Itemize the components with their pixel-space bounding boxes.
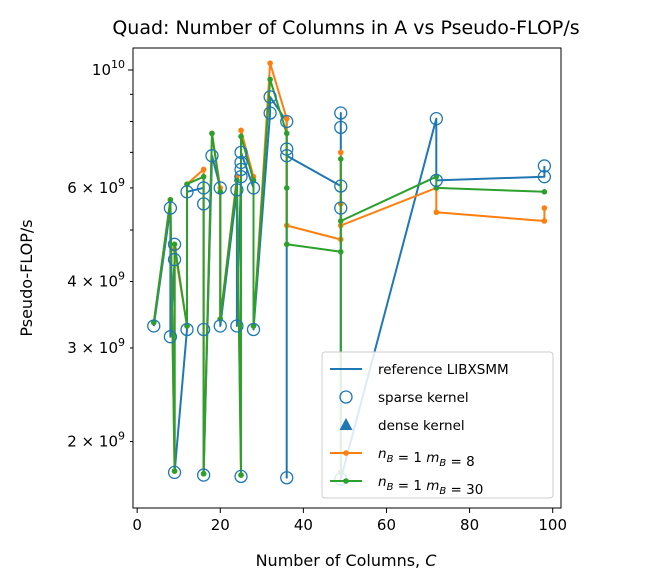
series-2-point-2 [171, 468, 178, 474]
sparse-kernel-marker-31 [334, 106, 348, 120]
sparse-kernel-marker-11 [196, 468, 211, 482]
series-2-point-3 [171, 241, 178, 248]
sparse-kernel-marker-32 [334, 120, 348, 135]
sparse-kernel-marker-14 [213, 319, 227, 333]
series-2-point-8 [209, 130, 215, 137]
series-2-point-18 [283, 185, 290, 191]
sparse-kernel-marker-9 [196, 197, 211, 211]
x-axis: 0 20 40 60 80 100 [132, 508, 567, 534]
series-2-point-4 [184, 323, 190, 329]
sparse-kernel-marker-21 [234, 145, 248, 160]
series-2-point-12 [238, 472, 244, 478]
legend-label-0: reference LIBXSMM [378, 362, 509, 378]
sparse-kernel-marker-23 [246, 322, 261, 337]
chart-title: Quad: Number of Columns in A vs Pseudo-F… [112, 17, 579, 39]
legend-label-4: nB = 1 mB = 30 [378, 474, 483, 498]
sparse-kernel-marker-30 [334, 179, 348, 193]
sparse-kernel-marker-18 [234, 469, 248, 484]
sparse-kernel-marker-22 [246, 181, 261, 195]
y-minor-tick-label-0: 2 × 109 [67, 430, 125, 451]
legend-handle-dot-3 [343, 450, 349, 456]
series-1-point-20 [337, 149, 344, 156]
series-2-point-7 [200, 470, 207, 477]
sparse-kernel-marker-6 [180, 322, 194, 337]
sparse-kernel-marker-25 [263, 90, 277, 104]
sparse-kernel-marker-28 [280, 471, 294, 485]
sparse-kernel-marker-19 [234, 162, 248, 177]
series-2-point-26 [541, 189, 548, 195]
series-2-point-24 [433, 173, 440, 180]
x-axis-label: Number of Columns, C [256, 551, 438, 570]
series-2-point-15 [250, 323, 257, 329]
x-tick-label-2: 40 [294, 516, 313, 534]
series-1-point-26 [541, 205, 548, 211]
legend-label-3: nB = 1 mB = 8 [378, 446, 475, 470]
x-axis-label-text: Number of Columns, [256, 551, 426, 570]
sparse-kernel-marker-15 [230, 183, 244, 197]
sparse-kernel-marker-29 [280, 149, 294, 163]
sparse-kernel-marker-8 [196, 181, 211, 195]
sparse-kernel-marker-12 [205, 149, 219, 163]
sparse-kernel-marker-38 [537, 159, 552, 173]
legend-label-1: sparse kernel [378, 390, 469, 406]
series-2-point-17 [283, 130, 290, 137]
plot-frame [132, 47, 562, 509]
series-2-point-10 [217, 316, 224, 322]
y-minor-tick-label-3: 6 × 109 [67, 176, 125, 197]
x-tick-label-4: 80 [460, 516, 479, 534]
series-2-point-6 [200, 173, 207, 180]
y-axis: 1010 2 × 109 3 × 109 4 × 109 6 × 109 [67, 58, 133, 451]
sparse-kernel-marker-0 [147, 319, 161, 333]
series-2-point-13 [238, 133, 244, 140]
sparse-kernel-marker-24 [263, 106, 277, 120]
sparse-kernel-marker-16 [230, 319, 244, 333]
sparse-kernel-marker-13 [213, 181, 227, 195]
legend-label-2: dense kernel [378, 418, 465, 434]
sparse-kernel-marker-36 [429, 173, 443, 188]
series-2-point-1 [167, 196, 174, 203]
y-minor-tick-label-1: 3 × 109 [67, 336, 125, 357]
x-tick-label-5: 100 [538, 516, 567, 534]
series-2-point-0 [150, 319, 157, 326]
legend-handle-dot-4 [343, 478, 349, 484]
x-tick-label-0: 0 [132, 516, 142, 534]
series-2-point-23 [337, 218, 344, 224]
legend-box [321, 351, 554, 499]
sparse-kernel-marker-3 [167, 252, 182, 267]
series-1-point-16 [267, 60, 273, 66]
y-major-tick-label-0: 1010 [92, 58, 125, 79]
x-axis-label-variable: C [425, 551, 437, 570]
series-1-point-17 [283, 115, 290, 122]
sparse-kernel-marker-1 [163, 201, 178, 215]
y-axis-label: Pseudo-FLOP/s [17, 219, 36, 336]
series-2-point-19 [283, 241, 290, 248]
sparse-kernel-marker-35 [429, 112, 443, 126]
legend-handle-circle-1 [339, 390, 353, 404]
sparse-kernel-marker-4 [167, 237, 182, 251]
sparse-kernel-marker-27 [280, 142, 294, 156]
series-1-point-25 [541, 218, 548, 224]
sparse-kernel-marker-17 [234, 170, 248, 184]
series-1-point-6 [200, 166, 207, 173]
y-minor-tick-label-2: 4 × 109 [67, 270, 125, 291]
sparse-kernel-marker-10 [196, 322, 211, 337]
sparse-kernel-marker-37 [537, 170, 552, 184]
series-1-point-13 [238, 127, 244, 134]
legend: reference LIBXSMM sparse kernel dense kern… [321, 351, 554, 499]
legend-handle-triangle-2 [339, 418, 353, 430]
sparse-kernel-marker-5 [167, 465, 182, 480]
series-2-point-16 [267, 76, 273, 83]
sparse-kernel-marker-33 [334, 201, 348, 215]
x-tick-label-3: 60 [377, 516, 396, 534]
plot-area [147, 60, 552, 486]
x-tick-label-1: 20 [211, 516, 230, 534]
series-2-point-20 [337, 249, 344, 255]
sparse-kernel-marker-20 [234, 155, 248, 170]
series-1-point-24 [433, 209, 440, 216]
sparse-kernel-marker-7 [180, 185, 194, 199]
sparse-kernel-marker-26 [280, 114, 294, 129]
series-2-point-21 [337, 156, 344, 162]
sparse-kernel-marker-2 [163, 330, 178, 344]
